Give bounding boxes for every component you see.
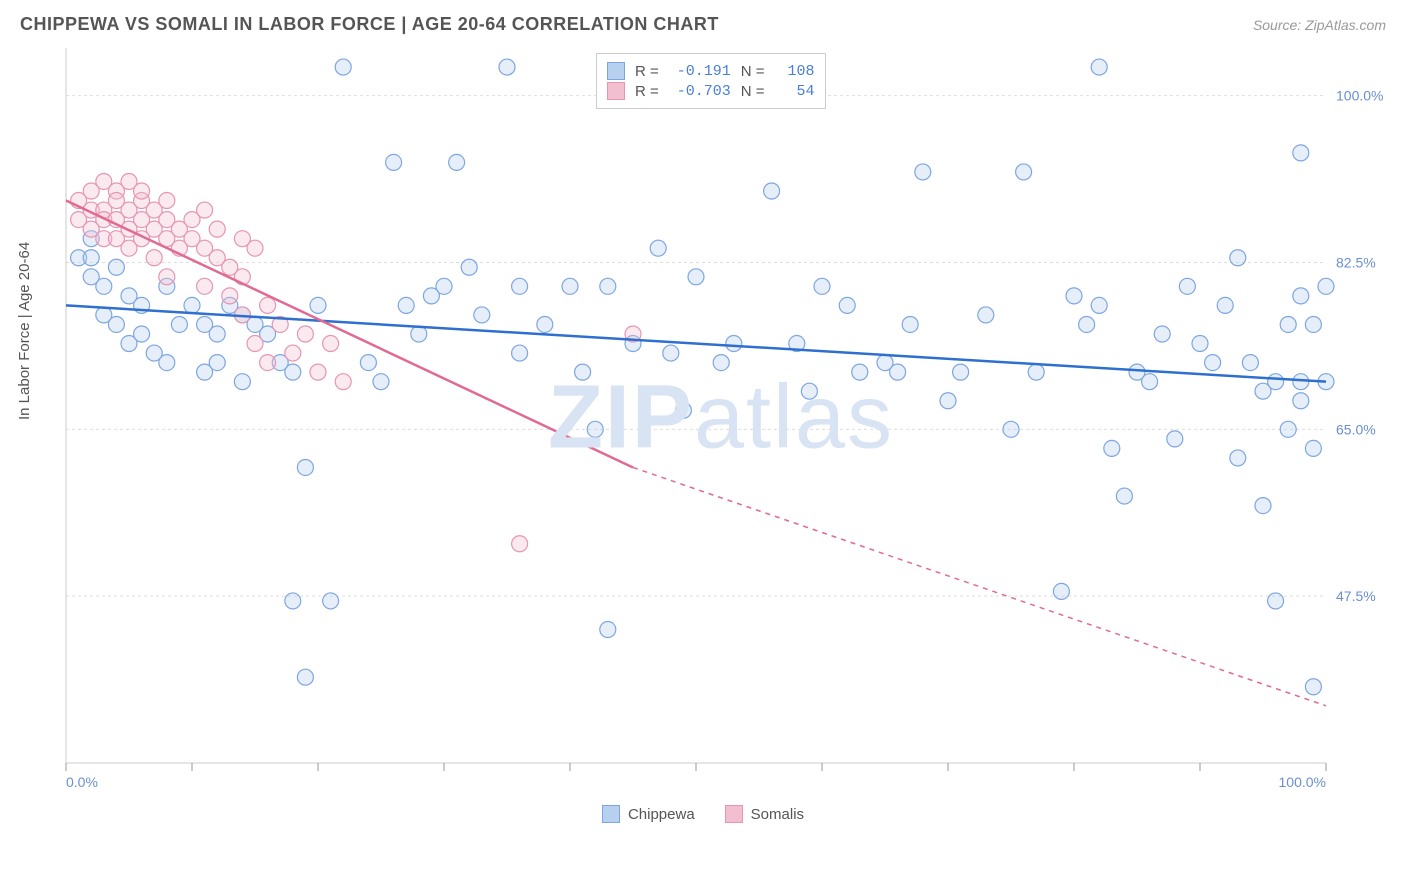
series-legend: Chippewa Somalis bbox=[0, 805, 1406, 823]
svg-text:100.0%: 100.0% bbox=[1336, 88, 1383, 104]
svg-text:82.5%: 82.5% bbox=[1336, 255, 1376, 271]
stats-swatch bbox=[607, 82, 625, 100]
legend-item: Somalis bbox=[725, 805, 804, 823]
chart-title: CHIPPEWA VS SOMALI IN LABOR FORCE | AGE … bbox=[20, 14, 719, 35]
stats-legend-box: R =-0.191N =108R =-0.703N =54 bbox=[596, 53, 826, 109]
source-label: Source: ZipAtlas.com bbox=[1253, 17, 1386, 33]
legend-item: Chippewa bbox=[602, 805, 695, 823]
y-axis-label: In Labor Force | Age 20-64 bbox=[16, 242, 33, 420]
svg-text:47.5%: 47.5% bbox=[1336, 588, 1376, 604]
svg-text:100.0%: 100.0% bbox=[1279, 774, 1326, 790]
scatter-chart-svg: 47.5% 65.0% 82.5% 100.0% 0.0% 100.0% bbox=[56, 43, 1386, 793]
stats-swatch bbox=[607, 62, 625, 80]
chart-area: 47.5%65.0%82.5%100.0%0.0%100.0% ZIPatlas… bbox=[56, 43, 1386, 793]
svg-text:0.0%: 0.0% bbox=[66, 774, 98, 790]
svg-text:65.0%: 65.0% bbox=[1336, 421, 1376, 437]
